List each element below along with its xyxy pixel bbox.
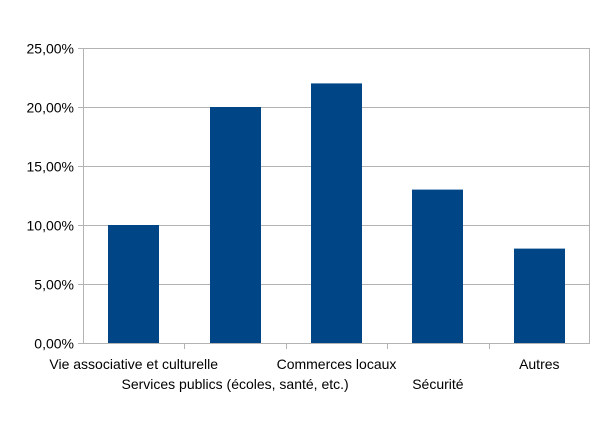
y-tick-labels: 0,00% 5,00% 10,00% 15,00% 20,00% 25,00%	[27, 41, 74, 352]
bars	[108, 83, 565, 344]
x-tick-label: Vie associative et culturelle	[49, 356, 218, 372]
y-tick-label: 15,00%	[27, 159, 74, 175]
bar	[514, 248, 565, 343]
y-tick-label: 20,00%	[27, 100, 74, 116]
bar	[108, 225, 159, 343]
axes	[78, 48, 590, 349]
x-tick-label: Commerces locaux	[277, 356, 397, 372]
x-tick-label: Services publics (écoles, santé, etc.)	[121, 376, 348, 392]
x-tick-label: Autres	[519, 356, 559, 372]
x-tick-label: Sécurité	[412, 376, 464, 392]
bar	[412, 189, 463, 343]
y-tick-label: 25,00%	[27, 41, 74, 57]
bar	[210, 107, 261, 343]
y-tick-label: 0,00%	[34, 336, 74, 352]
x-tick-labels: Vie associative et culturelle Services pu…	[49, 356, 559, 392]
y-tick-label: 10,00%	[27, 218, 74, 234]
bar	[311, 83, 362, 344]
y-tick-label: 5,00%	[34, 277, 74, 293]
